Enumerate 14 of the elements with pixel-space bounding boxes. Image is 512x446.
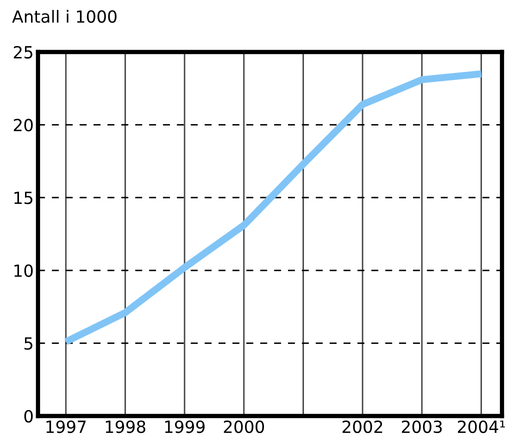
y-tick-label: 5 — [24, 337, 32, 350]
y-tick-label: 10 — [14, 264, 33, 277]
y-tick-label: 20 — [14, 118, 33, 132]
y-tick-label: 15 — [14, 192, 32, 204]
x-tick-label: 2002 — [342, 420, 382, 434]
x-tick-label: 1999 — [165, 420, 205, 434]
x-tick-label: 1998 — [106, 420, 146, 434]
y-tick-label: 0 — [24, 410, 33, 423]
x-tick-label: 2003 — [402, 420, 442, 434]
y-axis-title: Antall i 1000 — [12, 10, 117, 23]
y-tick-label: 25 — [14, 46, 32, 59]
x-tick-label: 1997 — [46, 420, 86, 434]
x-tick-label: 2000 — [224, 420, 264, 434]
x-tick-label: 2004¹ — [458, 420, 505, 434]
